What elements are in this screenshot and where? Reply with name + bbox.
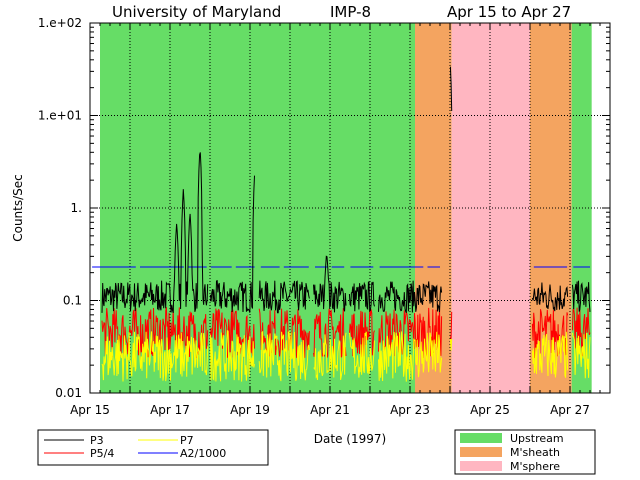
legend-label-msphere: M'sphere bbox=[510, 460, 560, 473]
y-axis-label: Counts/Sec bbox=[11, 174, 25, 242]
x-tick-label-3: Apr 21 bbox=[310, 403, 350, 417]
legend-swatch-upstream bbox=[460, 433, 502, 443]
data-series bbox=[92, 66, 591, 382]
legend-item-a2: A2/1000 bbox=[138, 447, 226, 460]
x-tick-label-6: Apr 27 bbox=[550, 403, 590, 417]
series-legend-box bbox=[37, 429, 269, 466]
legend-swatch-msphere bbox=[460, 461, 502, 471]
legend-label-p3: P3 bbox=[90, 434, 104, 447]
legend-label-p5-4: P5/4 bbox=[90, 447, 114, 460]
legend-item-msheath: M'sheath bbox=[460, 446, 560, 459]
x-tick-label-1: Apr 17 bbox=[150, 403, 190, 417]
legend-label-a2: A2/1000 bbox=[180, 447, 226, 460]
legend-item-p3: P3 bbox=[44, 434, 104, 447]
y-tick-label-0: 0.01 bbox=[55, 386, 82, 400]
legend-label-upstream: Upstream bbox=[510, 432, 564, 445]
legend-item-p5-4: P5/4 bbox=[44, 447, 114, 460]
y-tick-label-3: 1.e+01 bbox=[38, 109, 82, 123]
series-line-p3 bbox=[101, 66, 591, 314]
x-tick-label-0: Apr 15 bbox=[70, 403, 110, 417]
legend-item-upstream: Upstream bbox=[460, 432, 564, 445]
y-tick-label-4: 1.e+02 bbox=[38, 16, 82, 30]
header-spacecraft: IMP-8 bbox=[330, 3, 371, 21]
x-tick-label-4: Apr 23 bbox=[390, 403, 430, 417]
x-tick-label-5: Apr 25 bbox=[470, 403, 510, 417]
header-institution: University of Maryland bbox=[112, 3, 281, 21]
legend-label-msheath: M'sheath bbox=[510, 446, 560, 459]
axis-ticks: 0.01 0.1 1. 1.e+01 1.e+02 Apr 15 Apr 17 Apr 19 A… bbox=[38, 16, 611, 417]
legend-swatch-msheath bbox=[460, 447, 502, 457]
header-date-range: Apr 15 to Apr 27 bbox=[447, 3, 571, 21]
legend-item-msphere: M'sphere bbox=[460, 460, 560, 473]
y-tick-label-2: 1. bbox=[71, 201, 82, 215]
x-tick-label-2: Apr 19 bbox=[230, 403, 270, 417]
series-line-p7 bbox=[101, 330, 591, 382]
region-legend-box bbox=[454, 429, 596, 475]
x-axis-label: Date (1997) bbox=[314, 432, 386, 446]
legend-label-p7: P7 bbox=[180, 434, 194, 447]
legend-item-p7: P7 bbox=[138, 434, 194, 447]
region-band-2 bbox=[451, 23, 530, 393]
y-tick-label-1: 0.1 bbox=[63, 294, 82, 308]
